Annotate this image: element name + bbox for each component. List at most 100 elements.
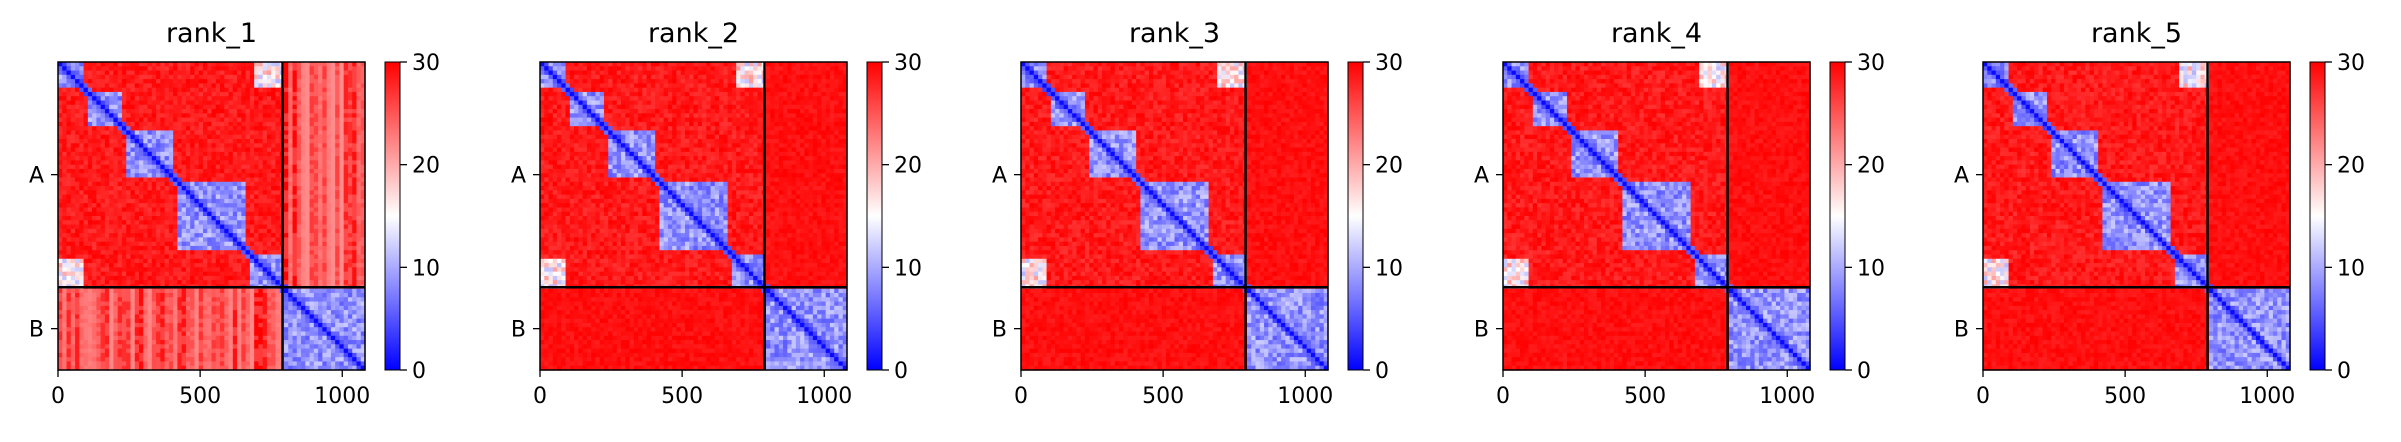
heatmap-cell xyxy=(190,109,196,114)
heatmap-cell xyxy=(301,275,306,281)
heatmap-cell xyxy=(147,147,153,153)
heatmap-cell xyxy=(139,186,144,191)
heatmap-cell xyxy=(326,352,332,358)
heatmap-cell xyxy=(309,228,315,234)
heatmap-cell xyxy=(177,66,183,72)
heatmap-cell xyxy=(87,318,93,324)
heatmap-cell xyxy=(130,327,136,333)
heatmap-cell xyxy=(147,62,153,67)
heatmap-cell xyxy=(185,233,191,238)
heatmap-cell xyxy=(66,340,72,345)
heatmap-cell xyxy=(126,267,132,273)
heatmap-cell xyxy=(224,288,230,294)
heatmap-cell xyxy=(305,70,311,76)
heatmap-cell xyxy=(224,190,230,196)
heatmap-cell xyxy=(194,70,200,76)
heatmap-cell xyxy=(352,318,358,324)
heatmap-cell xyxy=(70,160,76,166)
heatmap-cell xyxy=(249,104,255,110)
heatmap-cell xyxy=(62,340,68,345)
heatmap-cell xyxy=(347,156,353,161)
heatmap-cell xyxy=(343,344,349,350)
heatmap-cell xyxy=(83,62,89,67)
heatmap-cell xyxy=(347,331,353,337)
heatmap-cell xyxy=(58,198,63,204)
heatmap-cell xyxy=(139,318,144,324)
heatmap-cell xyxy=(228,66,234,72)
heatmap-cell xyxy=(113,237,119,243)
heatmap-cell xyxy=(96,121,102,127)
heatmap-cell xyxy=(87,203,93,209)
heatmap-cell xyxy=(79,62,85,67)
heatmap-cell xyxy=(215,301,221,307)
heatmap-cell xyxy=(343,79,349,84)
heatmap-cell xyxy=(326,109,332,114)
heatmap-cell xyxy=(87,314,93,320)
heatmap-cell xyxy=(62,186,68,191)
heatmap-cell xyxy=(143,109,149,114)
heatmap-cell xyxy=(254,335,259,341)
heatmap-cell xyxy=(96,194,102,200)
heatmap-cell xyxy=(360,237,366,243)
heatmap-cell xyxy=(143,280,149,286)
heatmap-cell xyxy=(87,258,93,264)
heatmap-cell xyxy=(232,220,238,226)
heatmap-cell xyxy=(343,190,349,196)
heatmap-cell xyxy=(164,263,170,268)
heatmap-cell xyxy=(109,130,115,136)
heatmap-cell xyxy=(198,79,204,84)
heatmap-cell xyxy=(322,156,328,161)
heatmap-cell xyxy=(96,164,102,170)
heatmap-cell xyxy=(79,233,85,238)
heatmap-cell xyxy=(75,254,80,260)
heatmap-cell xyxy=(352,83,358,89)
heatmap-cell xyxy=(109,83,115,89)
heatmap-cell xyxy=(177,147,183,153)
heatmap-cell xyxy=(79,357,85,363)
heatmap-cell xyxy=(87,160,93,166)
heatmap-cell xyxy=(198,293,204,298)
heatmap-cell xyxy=(318,62,323,67)
heatmap-cell xyxy=(352,275,358,281)
heatmap-cell xyxy=(70,66,76,72)
heatmap-cell xyxy=(271,288,277,294)
heatmap-cell xyxy=(75,194,80,200)
heatmap-cell xyxy=(79,100,85,106)
heatmap-cell xyxy=(194,194,200,200)
heatmap-cell xyxy=(262,322,268,328)
heatmap-cell xyxy=(305,168,311,174)
heatmap-cell xyxy=(254,186,259,191)
heatmap-cell xyxy=(143,62,149,67)
heatmap-cell xyxy=(109,113,115,119)
heatmap-cell xyxy=(356,117,362,123)
heatmap-cell xyxy=(66,344,72,350)
heatmap-cell xyxy=(79,245,85,251)
heatmap-cell xyxy=(139,288,144,294)
heatmap-cell xyxy=(266,263,272,268)
heatmap-cell xyxy=(232,322,238,328)
heatmap-cell xyxy=(228,348,234,354)
heatmap-cell xyxy=(313,74,319,80)
heatmap-cell xyxy=(173,100,178,106)
heatmap-cell xyxy=(224,74,230,80)
heatmap-cell xyxy=(96,310,102,315)
heatmap-cell xyxy=(104,280,110,286)
heatmap-cell xyxy=(143,151,149,157)
heatmap-cell xyxy=(211,79,217,84)
heatmap-cell xyxy=(160,241,166,247)
heatmap-cell xyxy=(66,233,72,238)
heatmap-cell xyxy=(237,211,242,217)
heatmap-cell xyxy=(190,190,196,196)
heatmap-cell xyxy=(173,203,178,209)
heatmap-cell xyxy=(322,241,328,247)
heatmap-cell xyxy=(87,271,93,277)
heatmap-cell xyxy=(160,100,166,106)
heatmap-cell xyxy=(232,100,238,106)
heatmap-cell xyxy=(109,327,115,333)
heatmap-cell xyxy=(305,134,311,140)
heatmap-cell xyxy=(309,280,315,286)
heatmap-cell xyxy=(75,173,80,179)
heatmap-cell xyxy=(262,91,268,97)
heatmap-cell xyxy=(215,258,221,264)
heatmap-cell xyxy=(207,305,213,311)
